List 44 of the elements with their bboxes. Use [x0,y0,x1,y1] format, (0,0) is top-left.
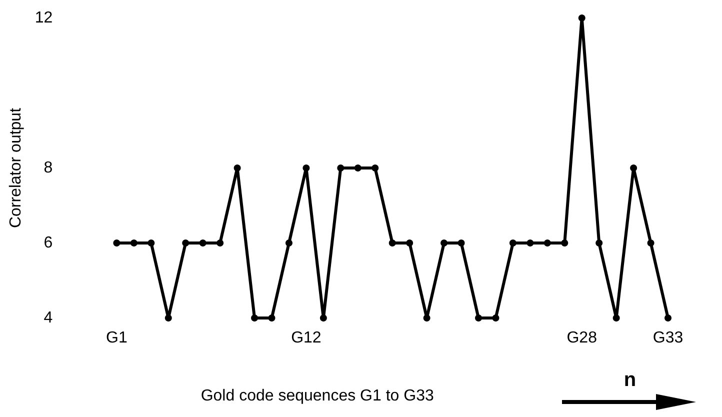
point [354,164,362,172]
point [182,240,190,246]
point [561,240,568,246]
point [372,164,379,172]
point [664,314,672,322]
point [337,164,344,172]
x-axis-title: Gold code sequences G1 to G33 [200,388,434,404]
y-axis-title: Correlator output [8,107,24,228]
point [440,240,448,246]
point [526,240,534,246]
point [320,314,327,322]
point [596,240,603,246]
point [492,314,500,322]
x-tick-label: G33 [652,330,684,346]
point [216,240,224,246]
point [406,240,414,246]
point [388,240,396,246]
point [234,164,241,172]
point [199,240,206,246]
point [113,240,120,246]
point [148,240,155,246]
point [578,14,586,22]
point [302,164,310,172]
point [647,240,654,246]
point [130,240,138,246]
point [544,240,551,246]
point [268,314,276,322]
point [423,314,430,322]
point [458,240,465,246]
y-tick-label: 6 [44,234,53,252]
y-tick-label: 12 [34,10,53,26]
x-tick-label: G12 [291,330,322,346]
point [474,314,482,322]
point [630,164,638,172]
point [612,314,620,322]
point [509,240,516,246]
point [164,314,172,322]
x-tick-label: G28 [566,330,598,346]
x-tick-label: G1 [106,330,128,346]
text: n [624,369,636,391]
y-tick-label: 4 [44,310,53,326]
point [285,240,292,246]
point [251,314,258,322]
y-tick-label: 8 [44,160,53,176]
